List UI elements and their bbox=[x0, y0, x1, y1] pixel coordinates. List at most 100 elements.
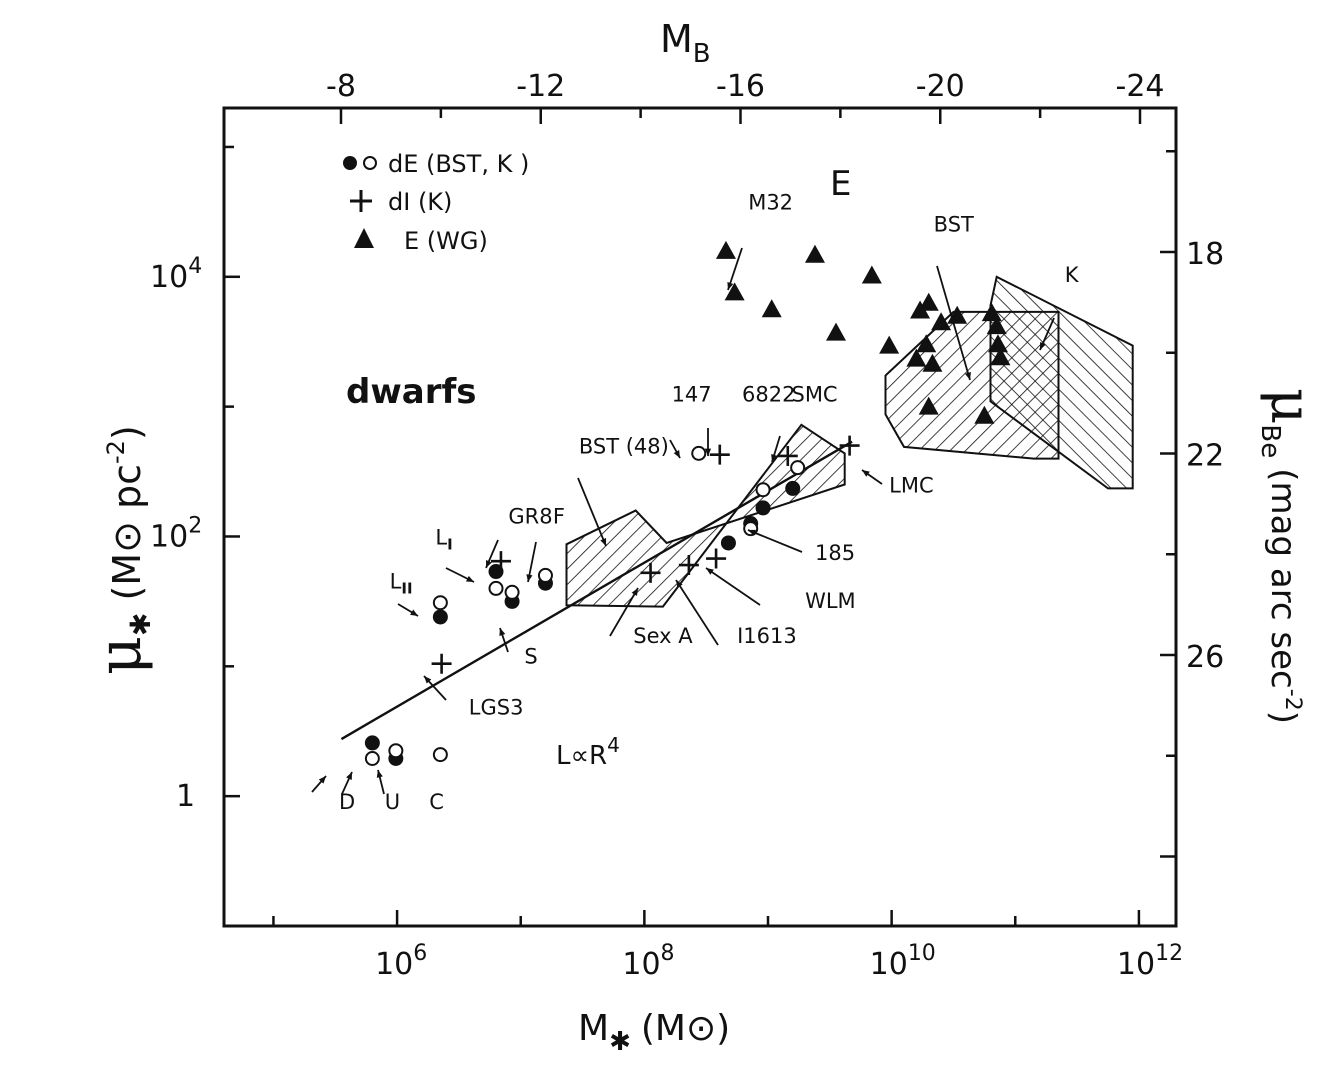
annotation-arrowhead bbox=[704, 448, 712, 456]
e-triangle-point bbox=[918, 292, 939, 311]
di-plus-point bbox=[490, 551, 511, 572]
legend-filled-circle-marker bbox=[343, 156, 357, 170]
e-triangle-point bbox=[990, 347, 1011, 366]
annotation-pointer bbox=[675, 579, 719, 646]
e-triangle-point bbox=[861, 265, 882, 284]
top-tick-label: -8 bbox=[326, 69, 356, 104]
annotation-arrowhead bbox=[706, 568, 714, 575]
di-plus-point bbox=[678, 555, 699, 576]
e-triangle-point bbox=[916, 334, 937, 353]
de-open-point bbox=[488, 580, 504, 596]
de-filled-point bbox=[785, 480, 801, 496]
di-plus-point bbox=[839, 435, 860, 456]
annotation-arrowhead bbox=[466, 575, 474, 582]
annotation-lgs3: LGS3 bbox=[469, 695, 524, 719]
e-triangle-point bbox=[918, 396, 939, 415]
annotation-185: 185 bbox=[815, 541, 855, 565]
e-triangle-point bbox=[826, 322, 846, 341]
annotation-arrowhead bbox=[410, 609, 418, 616]
annotation-i1613: I1613 bbox=[737, 624, 797, 648]
de-open-point bbox=[388, 743, 404, 759]
plot-frame bbox=[222, 106, 1178, 928]
bottom-axis-title: M✱ (M⊙) bbox=[578, 1008, 730, 1057]
region-label-dwarfs: dwarfs bbox=[346, 372, 477, 412]
right-axis-title: μBe(mag arc sec-2) bbox=[1255, 388, 1323, 724]
annotation-f: F bbox=[553, 504, 565, 528]
annotation-lmc: LMC bbox=[889, 473, 933, 497]
annotation-smc: SMC bbox=[791, 382, 837, 406]
region-k bbox=[989, 275, 1134, 490]
de-open-point bbox=[364, 751, 380, 767]
de-filled-point bbox=[755, 500, 771, 516]
annotation-arrowhead bbox=[964, 372, 971, 380]
annotation-pointer bbox=[936, 265, 971, 381]
top-tick-label: -12 bbox=[516, 69, 565, 104]
e-triangle-point bbox=[715, 240, 736, 259]
legend-label-e: E (WG) bbox=[404, 227, 488, 255]
de-filled-point bbox=[364, 735, 380, 751]
de-open-point bbox=[755, 482, 771, 498]
annotation-arrowhead bbox=[748, 529, 756, 536]
annotation-m32: M32 bbox=[748, 190, 793, 214]
annotation-arrowhead bbox=[376, 770, 383, 778]
annotation-gr8: GR8 bbox=[508, 504, 552, 528]
de-filled-point bbox=[720, 535, 736, 551]
e-triangle-point bbox=[922, 353, 943, 372]
annotation-147: 147 bbox=[672, 382, 712, 406]
legend-open-circle-marker bbox=[363, 156, 377, 170]
annotation-li: LI bbox=[435, 525, 452, 553]
e-triangle-point bbox=[761, 299, 782, 318]
de-open-point bbox=[537, 567, 553, 583]
bottom-tick-label: 106 bbox=[375, 941, 427, 982]
e-triangle-point bbox=[804, 244, 825, 263]
e-triangle-point bbox=[931, 312, 952, 331]
annotation-wlm: WLM bbox=[805, 589, 856, 613]
annotation-arrowhead bbox=[424, 676, 432, 684]
di-plus-point bbox=[640, 562, 661, 583]
e-triangle-point bbox=[986, 316, 1007, 335]
right-tick-label: 26 bbox=[1186, 640, 1224, 675]
de-open-point bbox=[691, 445, 707, 461]
top-tick-label: -16 bbox=[716, 69, 765, 104]
annotation-pointer bbox=[747, 529, 803, 553]
legend-triangle-marker bbox=[354, 228, 374, 248]
annotation-arrowhead bbox=[346, 772, 352, 780]
annotation-arrowhead bbox=[486, 560, 492, 568]
right-tick-label: 18 bbox=[1186, 237, 1224, 272]
annotation-arrowhead bbox=[727, 282, 734, 290]
de-open-point bbox=[432, 747, 448, 763]
annotation-6822: 6822 bbox=[742, 382, 795, 406]
annotation-arrowhead bbox=[673, 450, 680, 458]
e-triangle-point bbox=[974, 405, 995, 424]
relation-line bbox=[340, 440, 853, 741]
annotation-c: C bbox=[429, 790, 444, 814]
e-triangle-point bbox=[724, 282, 745, 301]
annotation-arrowhead bbox=[771, 454, 778, 462]
e-triangle-point bbox=[906, 348, 927, 367]
annotation-arrowhead bbox=[499, 628, 506, 636]
legend-plus-marker bbox=[350, 190, 372, 212]
left-axis-title: μ✱(M⊙ pc-2) bbox=[85, 425, 157, 675]
annotation-d: D bbox=[339, 790, 355, 814]
legend: dE (BST, K ) dI (K) E (WG) bbox=[343, 150, 529, 255]
di-plus-point bbox=[706, 548, 727, 569]
annotation-pointer bbox=[609, 587, 639, 637]
di-plus-point bbox=[431, 653, 452, 674]
right-tick-label: 22 bbox=[1186, 439, 1224, 474]
annotation-lii: LII bbox=[390, 569, 413, 597]
annotation-arrowhead bbox=[600, 538, 607, 546]
de-filled-point bbox=[432, 609, 448, 625]
bottom-tick-label: 108 bbox=[622, 941, 674, 982]
annotation-arrowhead bbox=[526, 574, 533, 582]
di-plus-point bbox=[777, 445, 798, 466]
data-points bbox=[364, 240, 1011, 767]
left-tick-label: 102 bbox=[150, 513, 202, 554]
annotation-pointer bbox=[705, 567, 761, 606]
relation-line-layer bbox=[340, 440, 853, 741]
legend-label-de: dE (BST, K ) bbox=[388, 150, 529, 178]
annotation-bst-48-: BST (48) bbox=[579, 434, 669, 458]
left-tick-label: 104 bbox=[150, 254, 202, 295]
annotation-s: S bbox=[524, 645, 537, 669]
